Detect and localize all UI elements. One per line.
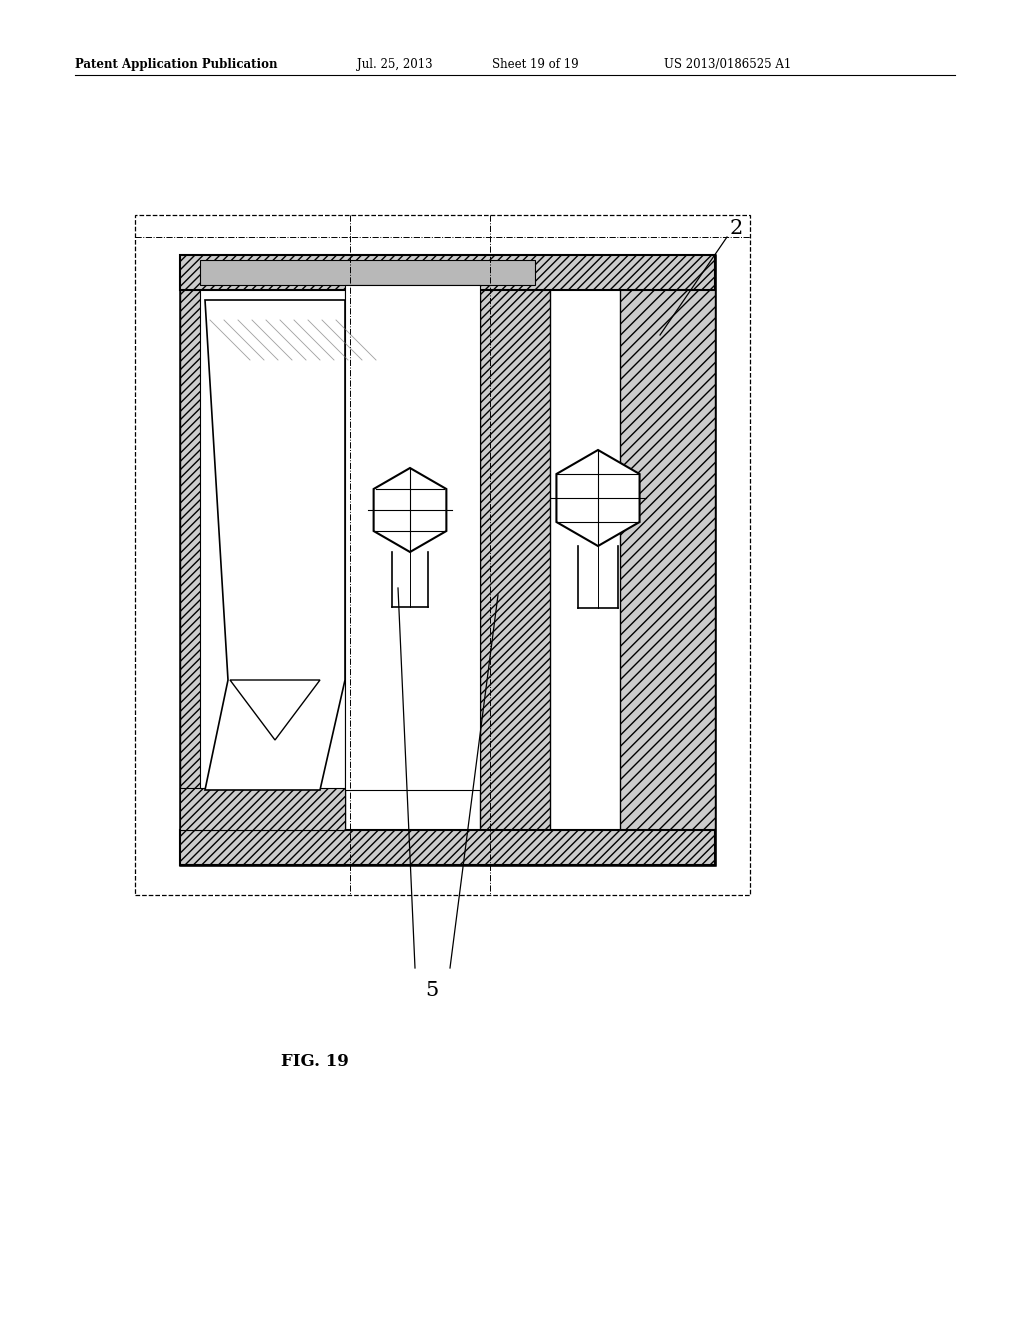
Text: Jul. 25, 2013: Jul. 25, 2013: [357, 58, 432, 71]
Polygon shape: [230, 680, 319, 741]
Bar: [180, 788, 345, 830]
Text: Sheet 19 of 19: Sheet 19 of 19: [492, 58, 579, 71]
Text: 2: 2: [730, 219, 743, 238]
Polygon shape: [556, 450, 640, 546]
Bar: [180, 255, 715, 290]
Bar: [480, 255, 550, 865]
Bar: [620, 255, 715, 865]
Text: 5: 5: [425, 981, 438, 999]
Text: US 2013/0186525 A1: US 2013/0186525 A1: [664, 58, 792, 71]
Bar: [180, 255, 345, 865]
Bar: [180, 830, 715, 865]
Text: Patent Application Publication: Patent Application Publication: [75, 58, 278, 71]
Bar: [200, 260, 535, 285]
Bar: [345, 285, 480, 789]
Bar: [200, 271, 345, 789]
Bar: [180, 255, 715, 865]
Polygon shape: [374, 469, 446, 552]
Bar: [135, 215, 750, 895]
Text: FIG. 19: FIG. 19: [282, 1053, 349, 1071]
Polygon shape: [205, 300, 345, 789]
